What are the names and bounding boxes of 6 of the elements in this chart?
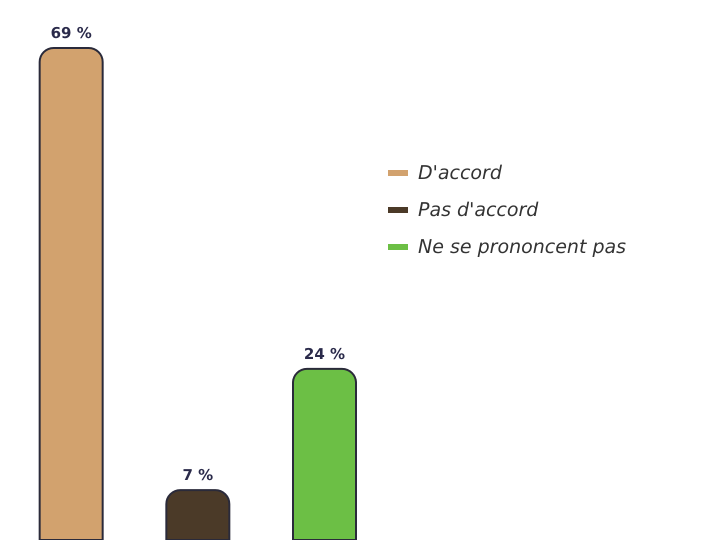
- legend-label: Ne se prononcent pas: [418, 236, 626, 258]
- data-label: 69 %: [50, 24, 92, 42]
- legend-label: D'accord: [418, 162, 502, 184]
- data-label: 7 %: [182, 466, 214, 484]
- data-label: 24 %: [304, 344, 346, 363]
- legend-label: Pas d'accord: [418, 198, 538, 220]
